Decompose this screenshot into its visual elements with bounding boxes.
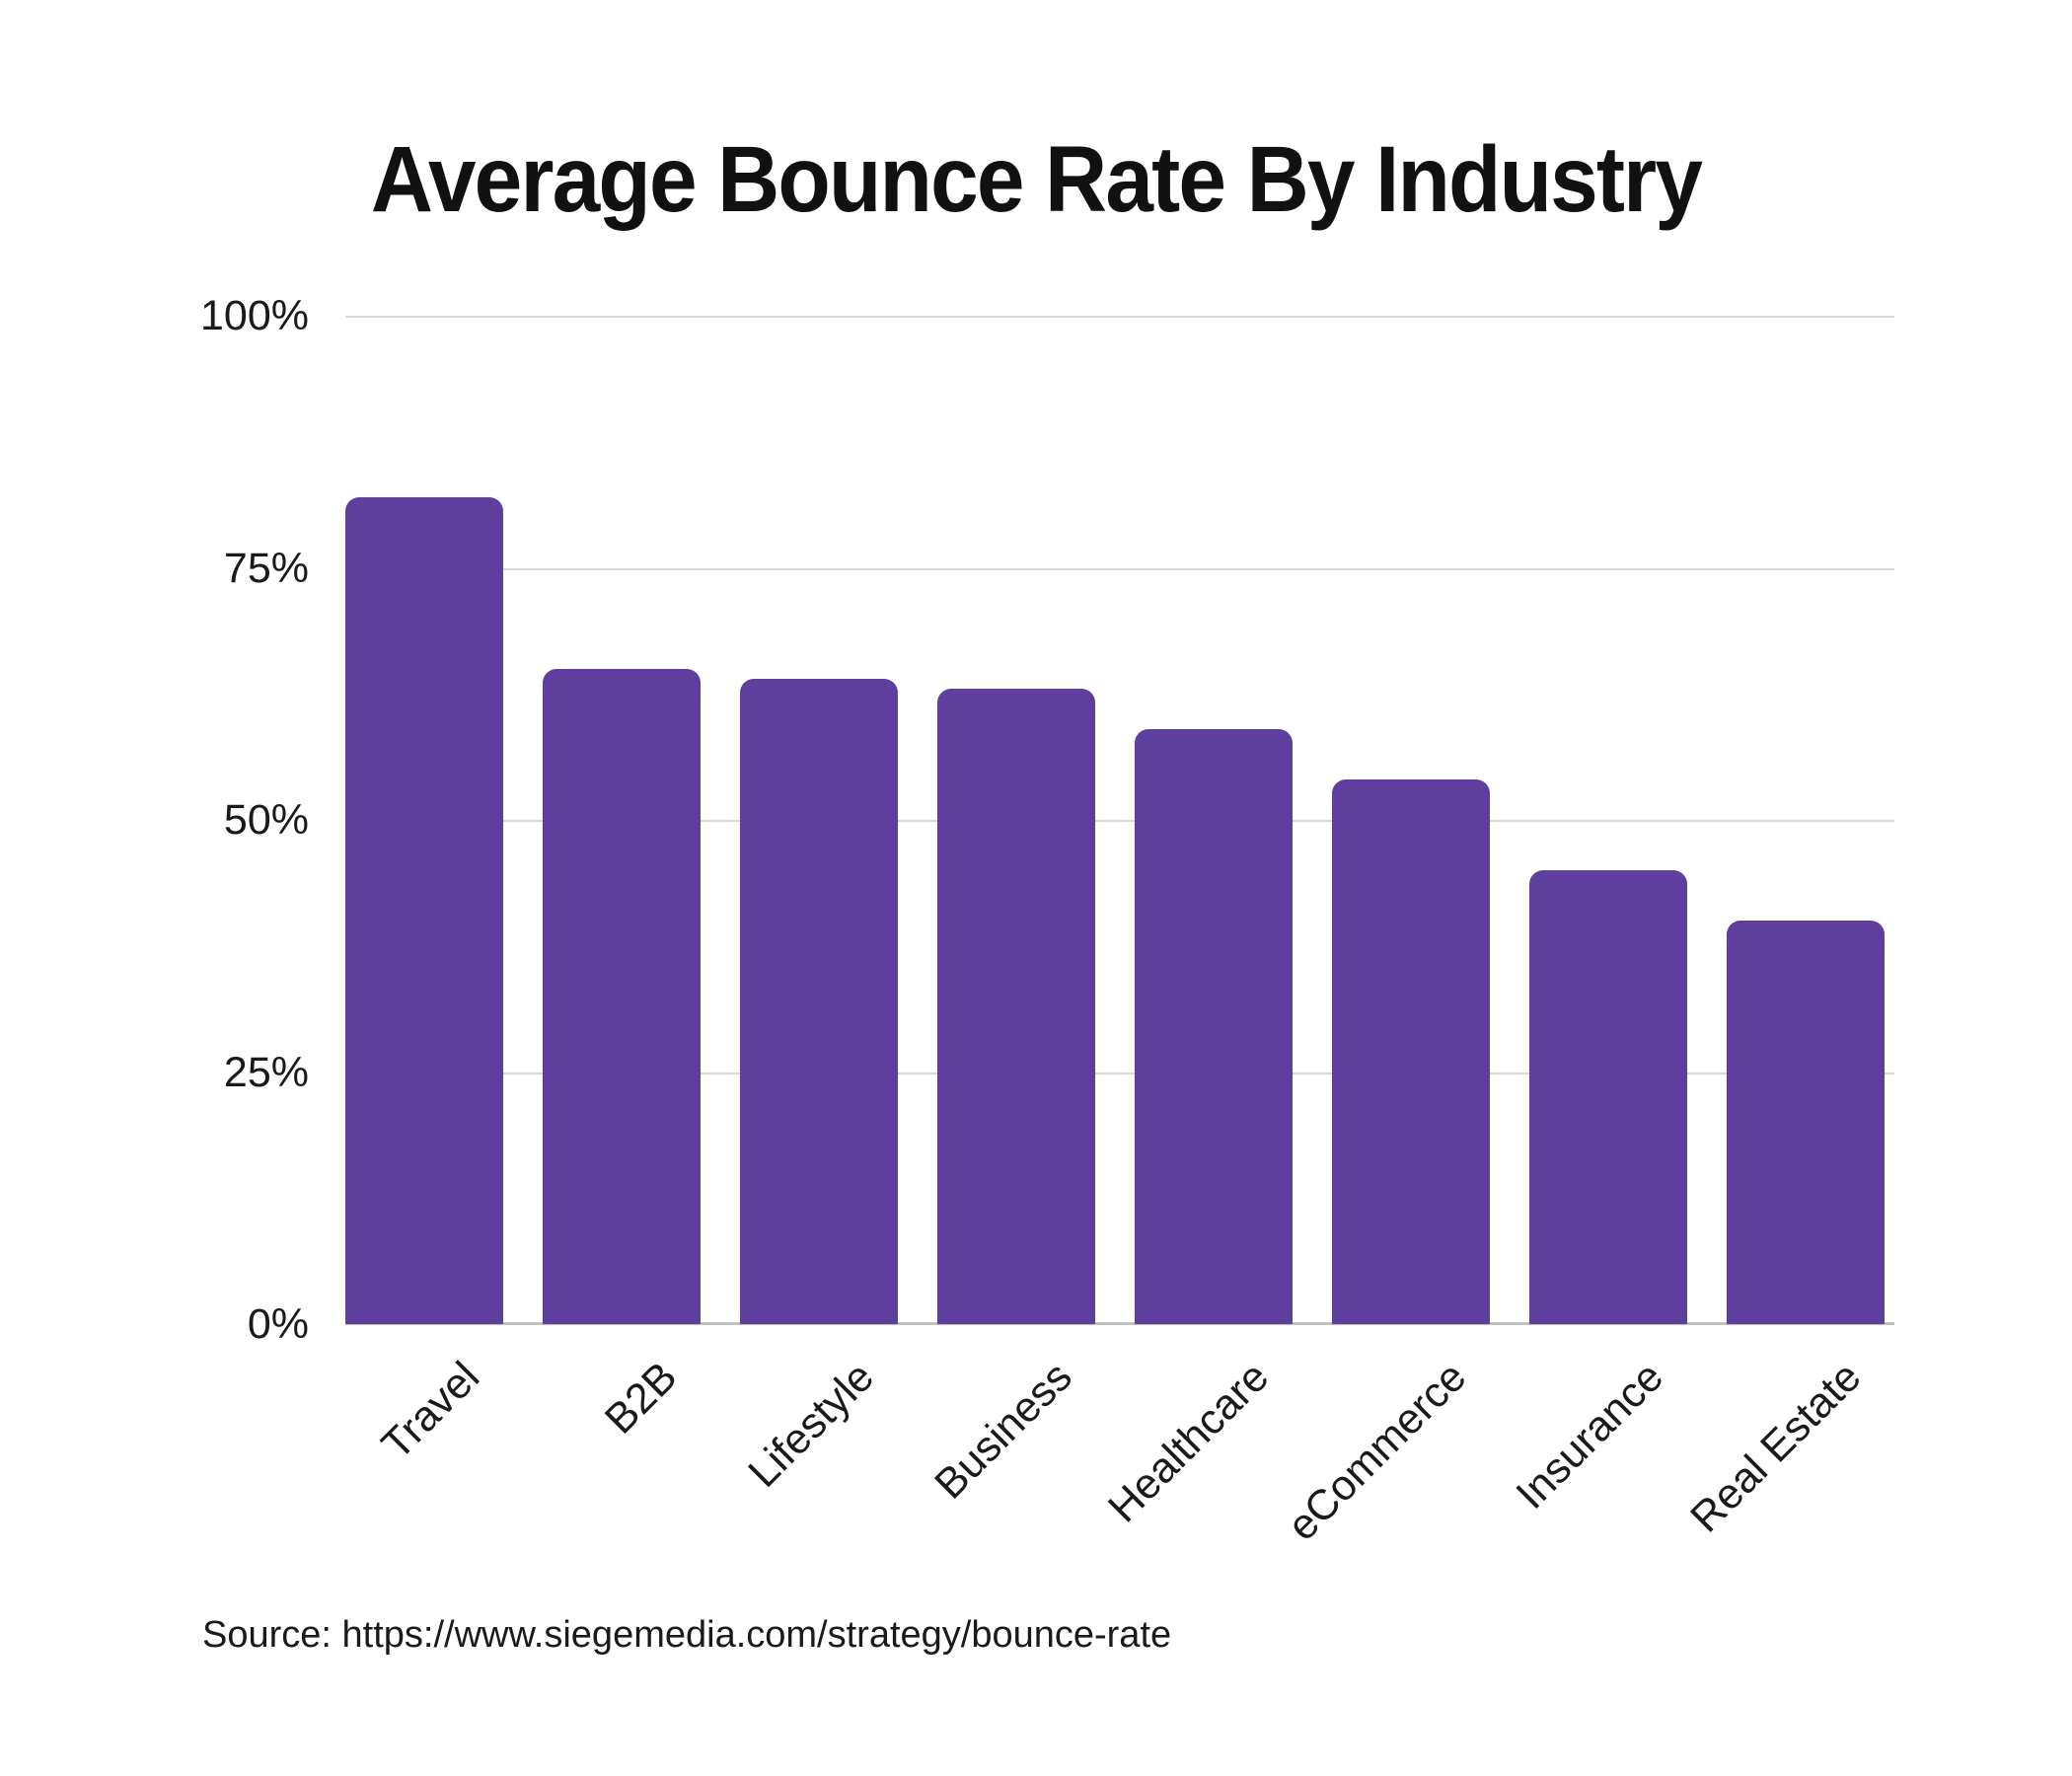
bar-lifestyle [740,678,898,1324]
gridline-25 [345,1072,1894,1074]
x-label-business: Business [925,1353,1081,1509]
bar-ecommerce [1332,779,1490,1324]
bar-travel [345,496,503,1324]
x-label-insurance: Insurance [1507,1353,1673,1518]
bar-real-estate [1727,921,1885,1324]
x-label-ecommerce: eCommerce [1278,1353,1476,1550]
bar-insurance [1529,870,1687,1324]
gridline-50 [345,820,1894,822]
y-tick-label-100: 100% [200,292,309,339]
x-label-healthcare: Healthcare [1099,1353,1279,1532]
y-tick-label-25: 25% [223,1048,309,1096]
plot-area [345,316,1894,1325]
y-tick-label-0: 0% [247,1300,309,1348]
x-label-real-estate: Real Estate [1681,1353,1871,1542]
bar-b2b [543,668,701,1324]
y-tick-label-50: 50% [223,796,309,844]
bar-healthcare [1135,729,1293,1324]
x-axis-line [345,1322,1894,1325]
x-label-travel: Travel [372,1353,489,1469]
x-label-lifestyle: Lifestyle [739,1353,884,1497]
x-label-b2b: B2B [595,1353,687,1443]
bar-business [937,689,1095,1324]
gridline-75 [345,567,1894,570]
source-note: Source: https://www.siegemedia.com/strat… [202,1614,1172,1656]
chart-title: Average Bounce Rate By Industry [370,127,1703,232]
y-tick-label-75: 75% [223,544,309,592]
gridline-100 [345,316,1894,318]
